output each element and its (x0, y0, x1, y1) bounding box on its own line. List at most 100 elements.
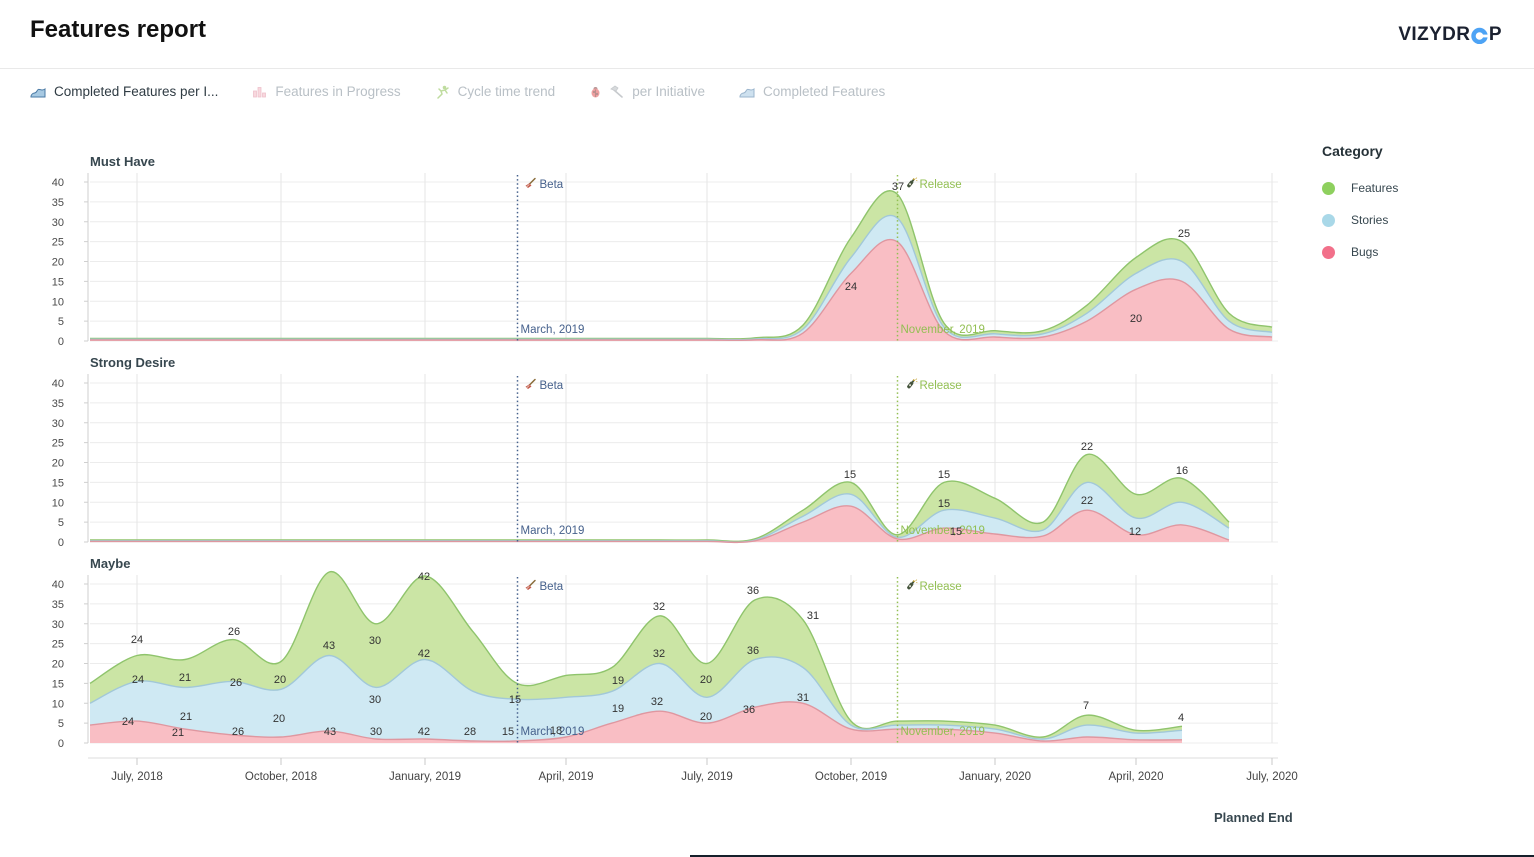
value-label: 15 (509, 694, 521, 706)
y-tick-label: 25 (52, 237, 64, 249)
y-tick-label: 15 (52, 276, 64, 288)
y-axis (84, 575, 89, 744)
y-tick-label: 40 (52, 177, 64, 189)
y-tick-label: 0 (58, 537, 64, 549)
y-tick-label: 25 (52, 438, 64, 450)
hammer-icon (610, 85, 624, 98)
value-label: 28 (464, 726, 476, 738)
value-label: 42 (418, 571, 430, 583)
y-tick-label: 5 (58, 718, 64, 730)
tab-features-in-progress[interactable]: Features in Progress (252, 84, 401, 99)
value-label: 42 (418, 648, 430, 660)
legend-color-dot (1322, 245, 1335, 259)
bottom-window-edge (690, 855, 1534, 857)
x-tick-label: April, 2020 (1109, 771, 1164, 783)
value-label: 7 (1083, 700, 1089, 712)
y-tick-label: 35 (52, 398, 64, 410)
champagne-icon (907, 378, 918, 389)
legend: Category Features Stories Bugs (1322, 143, 1512, 277)
value-label: 20 (1130, 313, 1142, 325)
area-band-bugs[interactable] (90, 239, 1272, 341)
y-tick-label: 10 (52, 497, 64, 509)
legend-item-label: Stories (1351, 213, 1389, 227)
value-label: 15 (950, 526, 962, 538)
value-label: 26 (230, 677, 242, 689)
legend-item-label: Features (1351, 181, 1399, 195)
value-label: 31 (807, 610, 819, 622)
area-band-stories[interactable] (90, 482, 1229, 543)
value-label: 21 (172, 727, 184, 739)
value-label: 26 (232, 726, 244, 738)
page-title: Features report (30, 16, 207, 43)
champagne-icon (907, 177, 918, 188)
value-label: 22 (1081, 495, 1093, 507)
value-label: 37 (892, 181, 904, 193)
milestone-date: November, 2019 (901, 525, 985, 537)
value-label: 15 (938, 498, 950, 510)
value-label: 21 (179, 672, 191, 684)
report-tabs: Completed Features per I... Features in P… (30, 84, 885, 99)
y-tick-label: 10 (52, 698, 64, 710)
tab-cycle-time-trend[interactable]: Cycle time trend (435, 84, 555, 99)
brand-text-suffix: P (1488, 24, 1502, 45)
milestone-date: March, 2019 (521, 525, 585, 537)
y-tick-label: 40 (52, 378, 64, 390)
y-tick-label: 40 (52, 579, 64, 591)
area-line-features (89, 571, 1183, 738)
legend-item-stories[interactable]: Stories (1322, 213, 1512, 227)
y-tick-label: 20 (52, 458, 64, 470)
milestone-date: March, 2019 (521, 324, 585, 336)
legend-color-dot (1322, 213, 1335, 227)
area-chart-icon (30, 85, 46, 99)
value-label: 22 (1081, 441, 1093, 453)
tab-label: Features in Progress (275, 84, 401, 99)
value-label: 19 (612, 703, 624, 715)
milestone-name: Beta (540, 179, 564, 191)
legend-item-features[interactable]: Features (1322, 181, 1512, 195)
area-band-stories[interactable] (90, 655, 1182, 742)
broom-icon (525, 177, 536, 188)
tab-completed-features[interactable]: Completed Features (739, 84, 885, 99)
value-label: 4 (1178, 712, 1184, 724)
area-line-stories (89, 654, 1183, 740)
legend-title: Category (1322, 143, 1383, 159)
value-label: 24 (845, 281, 857, 293)
champagne-icon (907, 579, 918, 590)
value-label: 25 (1178, 228, 1190, 240)
chart-title: Must Have (90, 154, 155, 169)
value-label: 20 (700, 674, 712, 686)
value-label: 24 (131, 634, 143, 646)
x-tick-label: January, 2020 (959, 771, 1031, 783)
value-label: 36 (743, 704, 755, 716)
tab-per-initiative[interactable]: per Initiative (589, 84, 705, 99)
x-tick-label: July, 2018 (111, 771, 163, 783)
area-band-bugs[interactable] (90, 701, 1182, 743)
x-tick-label: October, 2019 (815, 771, 887, 783)
value-label: 43 (323, 640, 335, 652)
value-label: 19 (612, 675, 624, 687)
tab-label: Completed Features per I... (54, 84, 219, 99)
tab-label: Completed Features (762, 84, 886, 99)
milestone-name: Release (920, 179, 962, 191)
x-tick-label: October, 2018 (245, 771, 317, 783)
y-tick-label: 35 (52, 599, 64, 611)
value-label: 16 (1176, 465, 1188, 477)
x-tick-label: July, 2020 (1246, 771, 1298, 783)
brand-text-prefix: VIZYDR (1398, 24, 1471, 45)
x-tick-label: April, 2019 (539, 771, 594, 783)
value-label: 21 (180, 711, 192, 723)
y-tick-label: 0 (58, 336, 64, 348)
tab-completed-features-per-i[interactable]: Completed Features per I... (30, 84, 218, 99)
legend-item-bugs[interactable]: Bugs (1322, 245, 1512, 259)
y-tick-label: 25 (52, 639, 64, 651)
value-label: 20 (273, 713, 285, 725)
value-label: 30 (370, 726, 382, 738)
value-label: 42 (418, 726, 430, 738)
vizydrop-logo-o-icon (1471, 27, 1489, 44)
legend-color-dot (1322, 181, 1335, 195)
area-line-features (90, 453, 1230, 543)
area-band-bugs[interactable] (90, 505, 1229, 543)
value-label: 15 (938, 469, 950, 481)
x-tick-label: January, 2019 (389, 771, 461, 783)
